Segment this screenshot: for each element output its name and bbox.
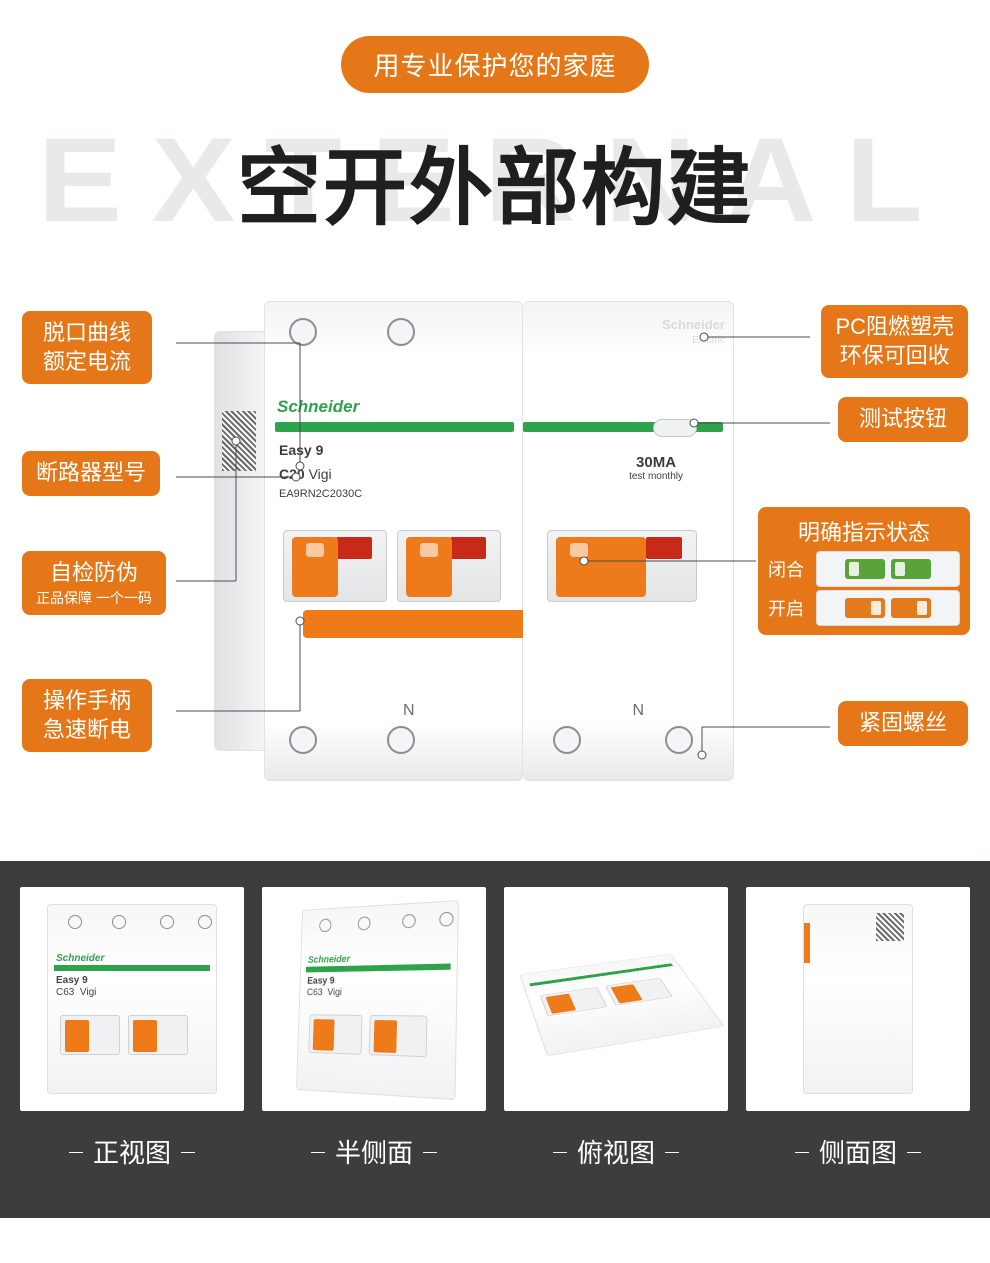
view-card-front: Schneider Easy 9C63 Vigi 正视图 [20,887,244,1170]
status-open-icon [816,590,960,626]
callout-status-indicator: 明确指示状态 闭合 开启 [758,507,970,635]
terminal-icon [289,726,317,754]
test-button [653,419,697,437]
view-image-front: Schneider Easy 9C63 Vigi [20,887,244,1111]
neutral-label: N [403,702,415,720]
terminal-icon [553,726,581,754]
brand-ghost-label: SchneiderElectric [662,318,725,347]
callout-fastening-screw: 紧固螺丝 [838,701,968,746]
view-image-side [746,887,970,1111]
breaker-switch [283,530,387,602]
view-caption: 侧面图 [795,1133,921,1170]
product-model: EA9RN2C2030C [279,488,362,500]
view-image-top [504,887,728,1111]
ma-rating: 30MA test monthly [629,454,683,482]
product-series: Easy 9 [279,442,323,458]
views-strip: Schneider Easy 9C63 Vigi 正视图 Schneider [0,861,990,1218]
callout-trip-curve: 脱口曲线 额定电流 [22,311,152,384]
status-title: 明确指示状态 [768,515,960,547]
callout-test-button: 测试按钮 [838,397,968,442]
terminal-icon [665,726,693,754]
product-diagram: Schneider Easy 9 C20 Vigi EA9RN2C2030C [0,281,990,841]
view-card-top: 俯视图 [504,887,728,1170]
status-closed-label: 闭合 [768,556,810,582]
terminal-icon [387,726,415,754]
terminal-icon [387,318,415,346]
callout-anti-counterfeit: 自检防伪 正品保障 一个一码 [22,551,166,615]
view-image-angle: Schneider Easy 9C63 Vigi [262,887,486,1111]
terminal-icon [289,318,317,346]
callout-pc-shell: PC阻燃塑壳 环保可回收 [821,305,968,378]
header-badge: 用专业保护您的家庭 [341,36,648,93]
product-curve: C20 Vigi [279,466,332,482]
neutral-label: N [633,702,645,720]
callout-model-number: 断路器型号 [22,451,160,496]
product-illustration: Schneider Easy 9 C20 Vigi EA9RN2C2030C [264,301,734,781]
view-caption: 半侧面 [311,1133,437,1170]
title-wrap: EXTERNAL 空开外部构建 [0,111,990,251]
brand-label: Schneider [277,397,359,417]
view-card-angle: Schneider Easy 9C63 Vigi 半侧面 [262,887,486,1170]
callout-handle: 操作手柄 急速断电 [22,679,152,752]
view-card-side: 侧面图 [746,887,970,1170]
view-caption: 俯视图 [553,1133,679,1170]
page-title: 空开外部构建 [237,121,753,242]
breaker-switch [547,530,697,602]
status-open-label: 开启 [768,595,810,621]
breaker-switch [397,530,501,602]
qr-code-icon [876,913,904,941]
status-closed-icon [816,551,960,587]
header: 用专业保护您的家庭 EXTERNAL 空开外部构建 [0,0,990,251]
qr-code-icon [222,411,256,471]
view-caption: 正视图 [69,1133,195,1170]
